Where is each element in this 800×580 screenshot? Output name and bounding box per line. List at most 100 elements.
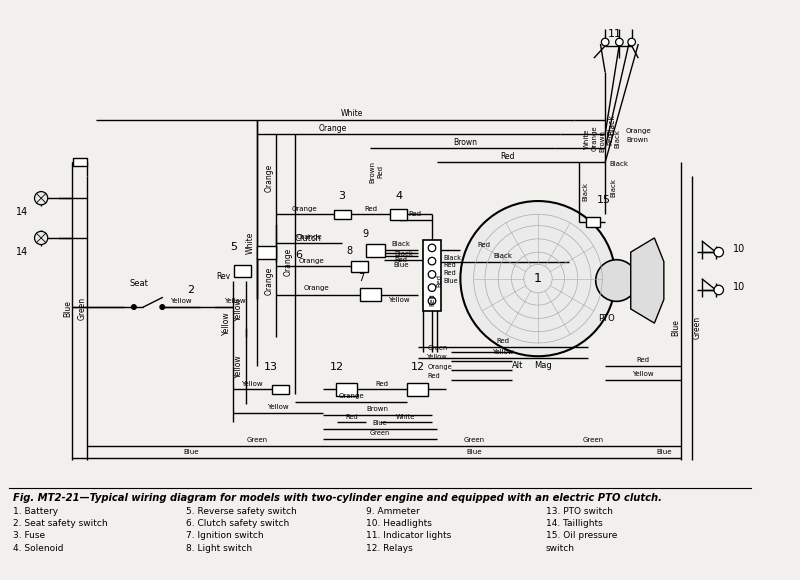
Text: Red: Red: [443, 262, 456, 269]
Text: 6: 6: [294, 250, 302, 260]
Text: 5. Reverse safety switch: 5. Reverse safety switch: [186, 507, 297, 516]
Text: Orange: Orange: [284, 248, 293, 276]
Text: 6. Clutch safety switch: 6. Clutch safety switch: [186, 519, 289, 528]
Text: 10: 10: [734, 282, 746, 292]
Circle shape: [602, 38, 609, 46]
Text: 9. Ammeter: 9. Ammeter: [366, 507, 419, 516]
Text: 4. Solenoid: 4. Solenoid: [13, 543, 63, 553]
Bar: [390, 209, 407, 220]
Text: Blue: Blue: [183, 449, 198, 455]
Text: Red: Red: [427, 373, 440, 379]
Text: Blue: Blue: [63, 300, 72, 317]
Text: 2. Seat safety switch: 2. Seat safety switch: [13, 519, 107, 528]
Text: 7. Ignition switch: 7. Ignition switch: [186, 531, 263, 541]
Text: Blue: Blue: [443, 278, 458, 284]
Text: Green: Green: [464, 437, 485, 444]
Text: Orange: Orange: [338, 393, 364, 399]
Bar: [337, 383, 358, 396]
Circle shape: [428, 284, 436, 291]
Text: Blue: Blue: [393, 262, 409, 269]
Text: 8: 8: [346, 246, 353, 256]
Text: Green: Green: [582, 437, 603, 444]
Text: Red: Red: [443, 270, 456, 276]
Text: Clutch: Clutch: [294, 234, 322, 243]
Text: 15: 15: [598, 195, 611, 205]
Text: switch: switch: [546, 543, 574, 553]
Text: Red: Red: [501, 152, 515, 161]
Text: Black: Black: [391, 241, 410, 246]
Text: Brown: Brown: [366, 406, 388, 412]
Text: Brown: Brown: [626, 137, 648, 143]
Circle shape: [34, 231, 48, 245]
Text: Green: Green: [370, 430, 390, 436]
Text: Blue: Blue: [467, 449, 482, 455]
Bar: [360, 288, 381, 302]
Bar: [407, 383, 428, 396]
Text: Red: Red: [345, 414, 358, 420]
Text: 9: 9: [362, 229, 369, 239]
Text: 2: 2: [187, 285, 194, 295]
Text: Yellow: Yellow: [267, 404, 289, 411]
Text: 13. PTO switch: 13. PTO switch: [546, 507, 613, 516]
Text: Black: Black: [610, 178, 616, 197]
Circle shape: [428, 271, 436, 278]
Text: Orange: Orange: [626, 128, 652, 134]
Circle shape: [131, 304, 136, 309]
Text: Orange: Orange: [427, 364, 452, 369]
Text: 14. Taillights: 14. Taillights: [546, 519, 602, 528]
Text: Black: Black: [443, 255, 462, 261]
Text: 15. Oil pressure: 15. Oil pressure: [546, 531, 617, 541]
Text: Yellow: Yellow: [224, 298, 246, 304]
Text: Green: Green: [693, 316, 702, 339]
Circle shape: [160, 304, 165, 309]
Bar: [423, 240, 441, 311]
Text: 10. Headlights: 10. Headlights: [366, 519, 432, 528]
Text: 5: 5: [230, 242, 237, 252]
Text: Green: Green: [78, 298, 86, 321]
Polygon shape: [630, 238, 664, 323]
Text: Red: Red: [497, 338, 510, 344]
Text: Fig. MT2-21—Typical wiring diagram for models with two-cylinder engine and equip: Fig. MT2-21—Typical wiring diagram for m…: [13, 492, 662, 502]
Text: PTO: PTO: [598, 314, 614, 323]
Text: Blue: Blue: [672, 320, 681, 336]
Text: Orange: Orange: [304, 285, 330, 291]
Text: Black: Black: [394, 251, 413, 257]
Bar: [350, 260, 368, 272]
Circle shape: [460, 201, 615, 356]
Text: White: White: [584, 128, 590, 148]
Text: Blue: Blue: [373, 420, 387, 426]
Text: Red: Red: [394, 257, 407, 263]
Text: Orange: Orange: [592, 126, 598, 151]
Text: 14: 14: [16, 247, 28, 257]
Text: Red: Red: [364, 206, 377, 212]
Text: Rev: Rev: [216, 271, 230, 281]
Text: Yellow: Yellow: [222, 311, 231, 335]
Bar: [74, 158, 86, 166]
Text: White: White: [246, 231, 254, 254]
Bar: [234, 266, 251, 277]
Text: Brown: Brown: [370, 161, 375, 183]
Text: Orange: Orange: [296, 234, 322, 240]
Text: Yellow: Yellow: [427, 354, 448, 360]
Text: Red: Red: [375, 380, 388, 387]
Bar: [366, 244, 385, 257]
Circle shape: [428, 258, 436, 265]
Text: Seat: Seat: [129, 279, 148, 288]
Text: Brown: Brown: [453, 138, 477, 147]
Circle shape: [615, 38, 623, 46]
Text: 3: 3: [338, 191, 346, 201]
Text: Yellow: Yellow: [388, 298, 410, 303]
Text: Green: Green: [427, 345, 447, 351]
Circle shape: [596, 260, 638, 302]
Text: Yellow: Yellow: [242, 380, 263, 387]
Text: Yellow: Yellow: [170, 298, 192, 304]
Text: Orange: Orange: [299, 258, 325, 264]
Text: 10: 10: [734, 244, 746, 254]
Text: White: White: [340, 110, 362, 118]
Text: 14: 14: [16, 208, 28, 218]
Circle shape: [428, 297, 436, 304]
Text: 12. Relays: 12. Relays: [366, 543, 413, 553]
Text: Mag: Mag: [534, 361, 551, 369]
Text: Black: Black: [609, 161, 628, 167]
Text: White: White: [396, 414, 415, 420]
